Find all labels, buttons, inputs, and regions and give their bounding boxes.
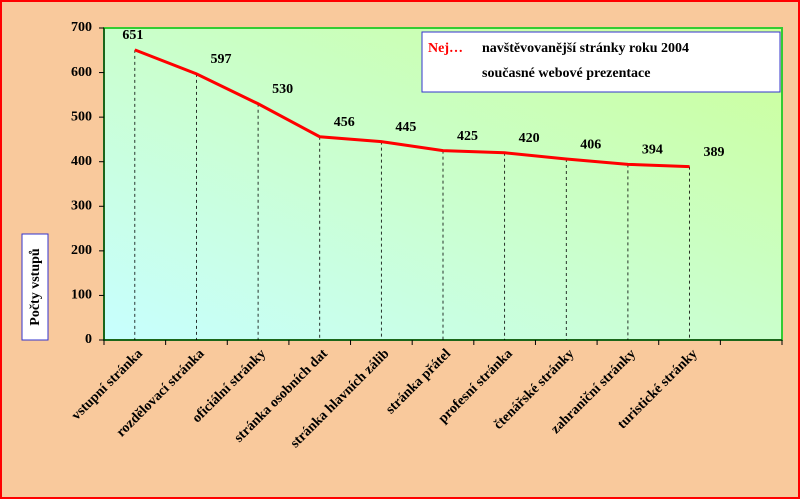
data-label: 530 <box>272 82 293 97</box>
data-label: 420 <box>519 131 540 146</box>
title-box <box>421 31 781 93</box>
y-tick-label: 500 <box>71 109 92 124</box>
title-highlight: Nej… <box>428 41 463 56</box>
chart-title: navštěvovanější stránky roku 2004 <box>482 41 689 56</box>
y-tick-label: 300 <box>71 199 92 214</box>
data-label: 651 <box>122 28 143 43</box>
y-tick-label: 200 <box>71 243 92 258</box>
data-label: 389 <box>704 145 725 160</box>
data-label: 456 <box>334 115 355 130</box>
chart-subtitle: současné webové prezentace <box>482 66 651 81</box>
y-tick-label: 400 <box>71 154 92 169</box>
data-label: 425 <box>457 129 478 144</box>
data-label: 406 <box>580 137 601 152</box>
y-axis-label: Počty vstupů <box>28 248 43 326</box>
data-label: 394 <box>642 143 663 158</box>
y-tick-label: 700 <box>71 20 92 35</box>
data-label: 445 <box>395 120 416 135</box>
y-tick-label: 100 <box>71 288 92 303</box>
series-line <box>134 48 690 169</box>
y-tick-label: 0 <box>85 332 92 347</box>
y-label-box <box>21 233 49 341</box>
y-tick-label: 600 <box>71 65 92 80</box>
data-label: 597 <box>210 52 231 67</box>
